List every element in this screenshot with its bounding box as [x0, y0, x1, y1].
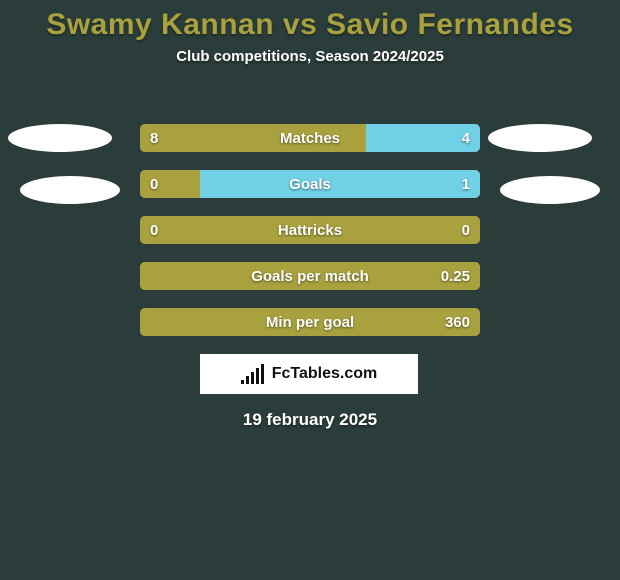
bar-left-fill: [140, 262, 480, 290]
bar-row: 360Min per goal: [140, 308, 480, 336]
site-badge-text: FcTables.com: [272, 365, 378, 383]
ellipse-left: [8, 124, 112, 152]
bar-right-fill: [366, 124, 480, 152]
ellipse-right: [500, 176, 600, 204]
bar-left-fill: [140, 216, 480, 244]
ellipse-left: [20, 176, 120, 204]
page-root: Swamy Kannan vs Savio Fernandes Club com…: [0, 0, 620, 580]
date-text: 19 february 2025: [0, 410, 620, 430]
site-badge: FcTables.com: [200, 354, 418, 394]
bar-left-fill: [140, 124, 366, 152]
bar-left-fill: [140, 308, 480, 336]
page-title: Swamy Kannan vs Savio Fernandes: [0, 0, 620, 42]
bar-right-fill: [200, 170, 480, 198]
ellipse-right: [488, 124, 592, 152]
bar-row: 00Hattricks: [140, 216, 480, 244]
bar-left-fill: [140, 170, 200, 198]
bar-chart-icon: [241, 364, 266, 384]
bar-row: 0.25Goals per match: [140, 262, 480, 290]
bar-row: 84Matches: [140, 124, 480, 152]
page-subtitle: Club competitions, Season 2024/2025: [0, 48, 620, 65]
bar-row: 01Goals: [140, 170, 480, 198]
